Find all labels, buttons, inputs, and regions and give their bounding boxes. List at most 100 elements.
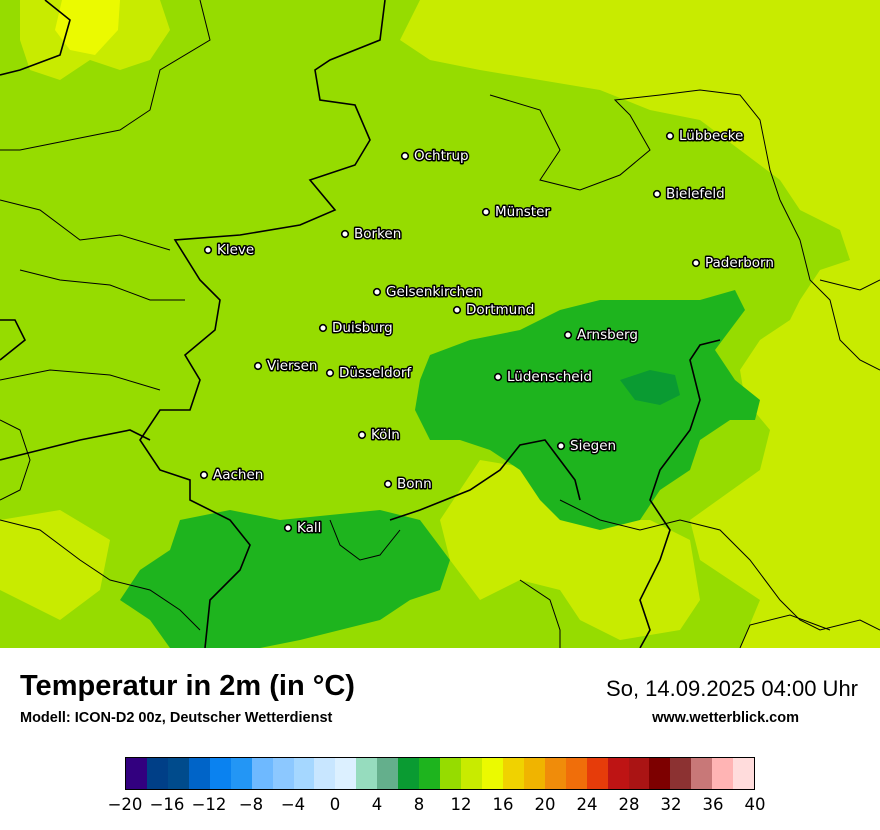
temp-zone-8-10-sauerland <box>415 290 760 530</box>
colorbar-segment <box>691 758 713 789</box>
city-dot <box>318 323 328 333</box>
colorbar-segment <box>377 758 399 789</box>
colorbar-segment <box>523 758 545 789</box>
colorbar-segment <box>544 758 566 789</box>
district-line <box>0 369 161 391</box>
city-dot <box>481 207 491 217</box>
city-dot <box>556 441 566 451</box>
colorbar-segment <box>356 758 378 789</box>
colorbar-tick-label: 32 <box>660 795 682 814</box>
colorbar-segment <box>126 758 147 789</box>
colorbar-segment <box>398 758 420 789</box>
city-dot <box>357 430 367 440</box>
colorbar-tick-label: 40 <box>744 795 766 814</box>
colorbar-tick-label: 8 <box>413 795 425 814</box>
city-marker: Bonn <box>383 475 433 494</box>
colorbar-segment <box>628 758 650 789</box>
colorbar-segment <box>293 758 315 789</box>
city-dot <box>283 523 293 533</box>
colorbar-tick-label: 16 <box>492 795 514 814</box>
colorbar-segment <box>314 758 336 789</box>
temperature-map: Lübbecke Ochtrup Bielefeld Münster Borken Kle… <box>0 0 880 648</box>
city-dot <box>400 151 410 161</box>
city-dot <box>665 131 675 141</box>
city-marker: Paderborn <box>691 254 775 273</box>
temp-zone-8-10-eifel <box>120 510 450 648</box>
city-marker: Aachen <box>199 466 265 485</box>
colorbar-tick-label: 28 <box>618 795 640 814</box>
city-label: Dortmund <box>466 302 534 318</box>
city-label: Bonn <box>397 476 432 492</box>
colorbar-ticks: −20 −16 −12 −8 −4 0 4 8 12 16 20 24 28 32 36 40 <box>0 795 880 819</box>
border-line <box>0 0 71 76</box>
colorbar-segment <box>419 758 441 789</box>
forecast-datetime: So, 14.09.2025 04:00 Uhr <box>606 676 858 701</box>
colorbar-tick-label: 0 <box>329 795 341 814</box>
city-marker: Gelsenkirchen <box>372 283 484 302</box>
district-line <box>0 0 211 151</box>
city-label: Köln <box>371 427 400 443</box>
city-label: Lüdenscheid <box>507 369 592 385</box>
district-line <box>0 519 201 631</box>
district-line <box>519 579 561 648</box>
city-dot <box>383 479 393 489</box>
city-dot <box>563 330 573 340</box>
city-dot <box>203 245 213 255</box>
temp-zone-12-14-east <box>400 0 880 648</box>
colorbar-segment <box>607 758 629 789</box>
colorbar-segment <box>440 758 461 789</box>
district-line <box>779 199 880 371</box>
city-label: Gelsenkirchen <box>386 284 482 300</box>
city-label: Kleve <box>217 242 254 258</box>
colorbar-segment <box>188 758 210 789</box>
city-label: Viersen <box>267 358 317 374</box>
city-marker: Kleve <box>203 241 256 260</box>
colorbar-segment <box>586 758 608 789</box>
city-marker: Borken <box>340 225 403 244</box>
city-dot <box>325 368 335 378</box>
district-line <box>739 614 831 648</box>
model-info: Modell: ICON-D2 00z, Deutscher Wetterdie… <box>20 710 333 726</box>
city-marker: Düsseldorf <box>325 364 414 383</box>
map-title: Temperatur in 2m (in °C) <box>20 670 355 702</box>
city-dot <box>372 287 382 297</box>
city-marker: Kall <box>283 519 323 538</box>
city-label: Siegen <box>570 438 616 454</box>
city-marker: Münster <box>481 203 552 222</box>
city-dot <box>253 361 263 371</box>
city-dot <box>493 372 503 382</box>
colorbar-segment <box>670 758 692 789</box>
colorbar-segment <box>209 758 231 789</box>
temp-zone-6-8 <box>620 370 680 405</box>
city-label: Ochtrup <box>414 148 469 164</box>
city-label: Borken <box>354 226 401 242</box>
colorbar-segment <box>502 758 524 789</box>
city-marker: Siegen <box>556 437 618 456</box>
colorbar-tick-label: 20 <box>534 795 556 814</box>
city-marker: Dortmund <box>452 301 536 320</box>
state-borders <box>0 0 880 648</box>
city-dot <box>691 258 701 268</box>
city-marker: Köln <box>357 426 401 445</box>
temp-zone-12-14-south <box>440 460 700 640</box>
website-link[interactable]: www.wetterblick.com <box>652 710 799 726</box>
district-line <box>19 269 185 301</box>
colorbar-tick-label: 36 <box>702 795 724 814</box>
colorbar-tick-label: −12 <box>191 795 227 814</box>
colorbar-segment <box>335 758 357 789</box>
city-label: Arnsberg <box>577 327 638 343</box>
city-markers: Lübbecke Ochtrup Bielefeld Münster Borken Kle… <box>199 127 775 538</box>
colorbar-segment <box>712 758 734 789</box>
colorbar-tick-label: −4 <box>280 795 306 814</box>
city-label: Aachen <box>213 467 263 483</box>
colorbar-segment <box>733 758 755 789</box>
colorbar-tick-label: 4 <box>371 795 383 814</box>
city-marker: Viersen <box>253 357 319 376</box>
city-marker: Arnsberg <box>563 326 639 345</box>
city-marker: Lüdenscheid <box>493 368 593 387</box>
district-line <box>329 519 401 561</box>
border-line <box>0 429 151 461</box>
city-label: Kall <box>297 520 321 536</box>
border-line <box>139 0 386 648</box>
colorbar-tick-label: −20 <box>107 795 143 814</box>
